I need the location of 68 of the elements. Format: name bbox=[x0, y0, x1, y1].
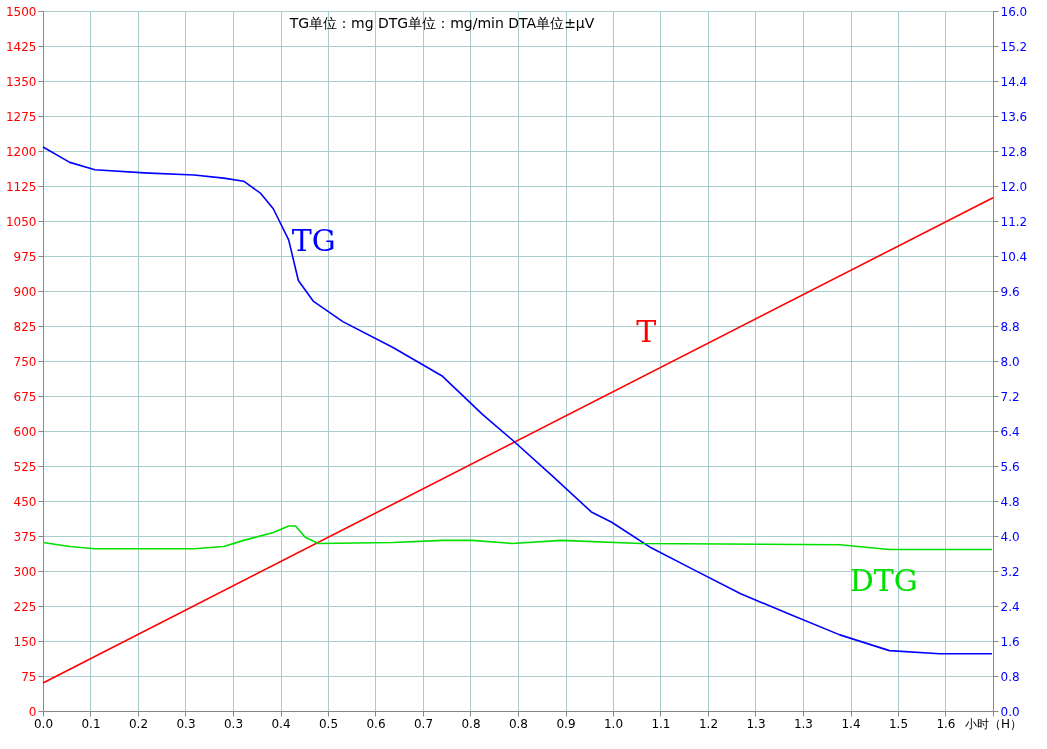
y2-tick-label: 8.8 bbox=[1000, 319, 1020, 334]
y-tick-label: 150 bbox=[13, 634, 37, 649]
y-tick-label: 450 bbox=[13, 494, 37, 509]
y-tick-label: 1275 bbox=[5, 109, 37, 124]
y2-tick-label: 5.6 bbox=[1000, 459, 1020, 474]
y2-tick-label: 12.0 bbox=[1000, 179, 1028, 194]
y-tick-label: 1425 bbox=[5, 39, 37, 54]
x-tick-label: 0.0 bbox=[33, 716, 54, 731]
y2-tick-label: 15.2 bbox=[1000, 39, 1028, 54]
y2-tick-label: 13.6 bbox=[1000, 109, 1028, 124]
y-tick-label: 675 bbox=[13, 389, 37, 404]
y-tick-label: 900 bbox=[13, 284, 37, 299]
x-tick-label: 1.5 bbox=[888, 716, 909, 731]
y-tick-label: 1050 bbox=[5, 214, 37, 229]
y2-tick-label: 10.4 bbox=[1000, 249, 1028, 264]
y2-tick-label: 2.4 bbox=[1000, 599, 1020, 614]
chart-title: TG单位：mg DTG单位：mg/min DTA单位±μV bbox=[288, 15, 595, 31]
y-tick-label: 1500 bbox=[5, 4, 37, 19]
y2-tick-label: 6.4 bbox=[1000, 424, 1020, 439]
y2-tick-label: 4.0 bbox=[1000, 529, 1020, 544]
x-tick-label: 1.2 bbox=[698, 716, 719, 731]
y2-tick-label: 1.6 bbox=[1000, 634, 1020, 649]
y-tick-label: 1350 bbox=[5, 74, 37, 89]
x-tick-label: 1.0 bbox=[603, 716, 624, 731]
series-label: T bbox=[636, 314, 657, 349]
x-tick-label: 1.1 bbox=[651, 716, 671, 731]
y-tick-label: 225 bbox=[13, 599, 37, 614]
y-tick-label: 0 bbox=[28, 704, 37, 719]
y2-tick-label: 4.8 bbox=[1000, 494, 1020, 509]
y-tick-label: 525 bbox=[13, 459, 37, 474]
y-tick-label: 825 bbox=[13, 319, 37, 334]
x-tick-label: 0.3 bbox=[223, 716, 244, 731]
x-tick-label: 0.5 bbox=[318, 716, 339, 731]
y-tick-label: 750 bbox=[13, 354, 37, 369]
x-tick-label: 0.3 bbox=[176, 716, 196, 731]
series-label: DTG bbox=[849, 562, 918, 598]
series-label: TG bbox=[291, 223, 336, 258]
x-tick-label: 1.6 bbox=[936, 716, 956, 731]
x-tick-label: 0.8 bbox=[461, 716, 481, 731]
y-tick-label: 300 bbox=[13, 564, 37, 579]
x-tick-label: 0.1 bbox=[81, 716, 101, 731]
y2-tick-label: 11.2 bbox=[1000, 214, 1028, 229]
y-tick-label: 1125 bbox=[5, 179, 37, 194]
y-tick-label: 375 bbox=[13, 529, 37, 544]
x-tick-label: 0.4 bbox=[271, 716, 291, 731]
x-tick-label: 1.3 bbox=[793, 716, 814, 731]
y-tick-label: 600 bbox=[13, 424, 37, 439]
x-tick-label: 1.3 bbox=[746, 716, 766, 731]
y2-tick-label: 12.8 bbox=[1000, 144, 1028, 159]
x-tick-label: 1.4 bbox=[841, 716, 861, 731]
y2-tick-label: 8.0 bbox=[1000, 354, 1020, 369]
x-tick-label: 0.8 bbox=[508, 716, 529, 731]
x-tick-label: 0.9 bbox=[556, 716, 576, 731]
y2-tick-label: 3.2 bbox=[1000, 564, 1020, 579]
x-tick-label: 0.2 bbox=[128, 716, 149, 731]
x-tick-label: 0.7 bbox=[413, 716, 434, 731]
y2-tick-label: 0.0 bbox=[1000, 704, 1020, 719]
x-tick-label: 小时（H） bbox=[964, 716, 1023, 731]
y2-tick-label: 9.6 bbox=[1000, 284, 1020, 299]
y-tick-label: 1200 bbox=[5, 144, 37, 159]
y2-tick-label: 14.4 bbox=[1000, 74, 1028, 89]
y-tick-label: 75 bbox=[21, 669, 37, 684]
y2-tick-label: 0.8 bbox=[1000, 669, 1020, 684]
y2-tick-label: 7.2 bbox=[1000, 389, 1020, 404]
line-series bbox=[42, 525, 993, 551]
y-tick-label: 975 bbox=[13, 249, 37, 264]
x-tick-label: 0.6 bbox=[366, 716, 386, 731]
y2-tick-label: 16.0 bbox=[1000, 4, 1028, 19]
